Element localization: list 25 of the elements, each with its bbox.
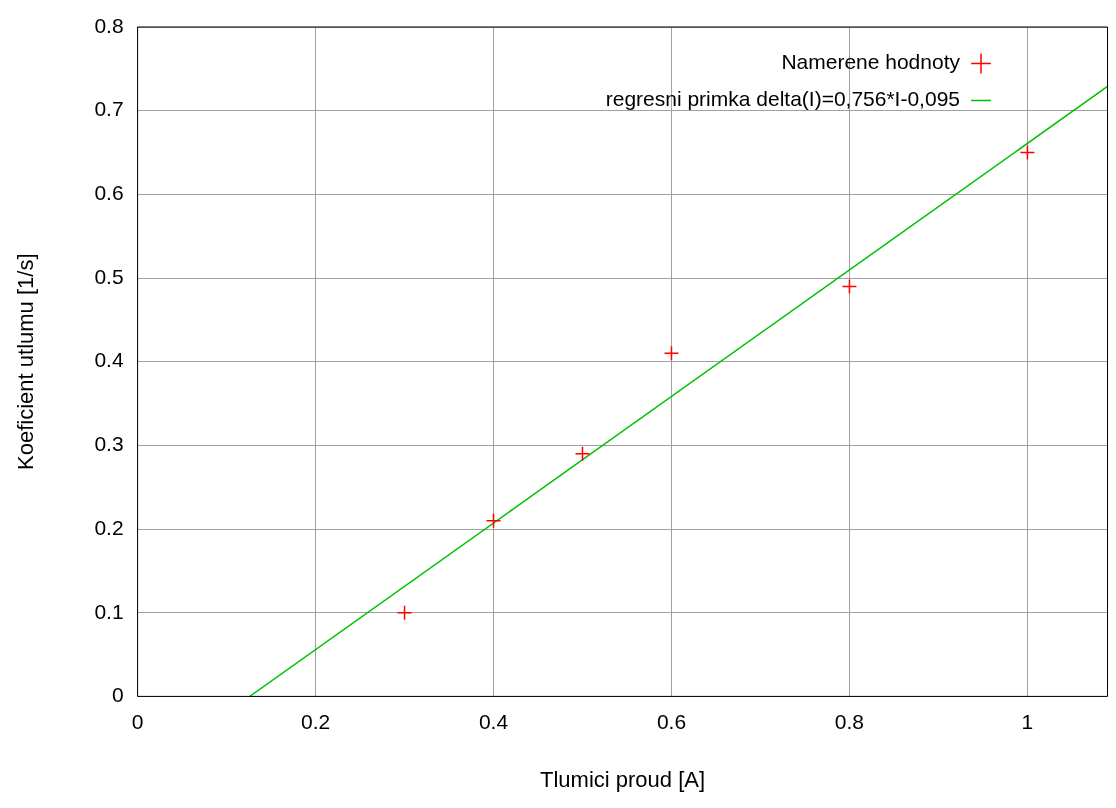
x-tick-label: 1 (1021, 709, 1034, 733)
point (396, 604, 413, 621)
x-tick-label: 0.6 (656, 709, 687, 733)
legend-label: Namerene hodnoty (781, 50, 961, 74)
x-tick-label: 0.8 (834, 709, 865, 733)
x-tick-label: 0.2 (300, 709, 331, 733)
point (485, 512, 502, 529)
x-tick-label: 0.4 (478, 709, 509, 733)
x-tick-label: 0 (131, 709, 144, 733)
y-tick-label: 0.1 (94, 599, 124, 623)
point (1019, 144, 1036, 161)
y-tick-label: 0.7 (94, 97, 124, 121)
y-tick-label: 0.5 (94, 264, 124, 288)
point (574, 445, 591, 462)
legend-label: regresni primka delta(I)=0,756*I-0,095 (605, 87, 960, 111)
y-tick-label: 0 (111, 683, 124, 707)
x-axis-title: Tlumici proud [A] (540, 766, 706, 792)
point (841, 278, 858, 295)
y-tick-label: 0.8 (94, 13, 124, 37)
y-tick-label: 0.2 (94, 515, 124, 539)
point (663, 345, 680, 362)
y-tick-label: 0.4 (94, 348, 124, 372)
y-tick-label: 0.6 (94, 181, 124, 205)
y-tick-label: 0.3 (94, 432, 124, 456)
y-axis-title: Koeficient utlumu [1/s] (13, 253, 39, 470)
